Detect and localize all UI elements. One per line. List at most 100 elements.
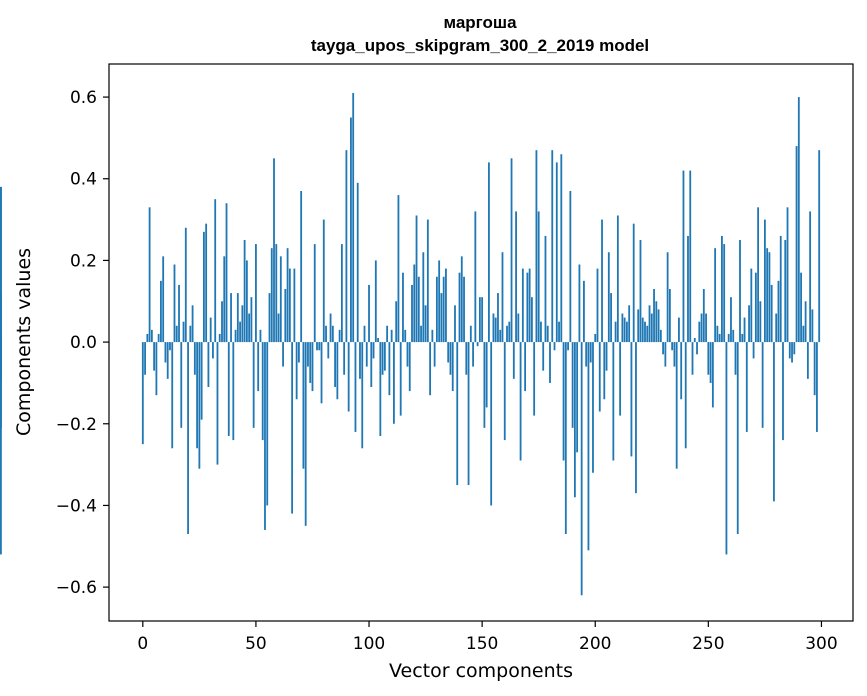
- bar: [227, 342, 230, 437]
- bar: [748, 305, 750, 343]
- y-tick-label: 0.0: [70, 333, 97, 353]
- y-tick-label: −0.4: [56, 496, 97, 516]
- bar: [494, 317, 497, 343]
- bar: [578, 264, 581, 343]
- bar: [816, 342, 818, 432]
- bar: [813, 342, 816, 396]
- bar: [768, 252, 771, 343]
- bar: [230, 293, 232, 343]
- bar: [485, 342, 488, 408]
- bar: [795, 146, 798, 343]
- bar: [797, 97, 800, 343]
- bar: [732, 329, 735, 343]
- bar: [603, 342, 606, 400]
- bar: [318, 342, 321, 351]
- chart-title-line1: маргоша: [443, 13, 517, 32]
- bar: [313, 244, 316, 343]
- bar: [619, 342, 622, 416]
- bar: [793, 342, 796, 355]
- bar: [350, 117, 352, 343]
- bar: [236, 293, 239, 343]
- bar: [630, 342, 633, 457]
- bar: [182, 321, 185, 343]
- bar: [415, 215, 418, 343]
- bar: [359, 342, 361, 379]
- bar: [216, 342, 219, 465]
- bar: [426, 219, 429, 343]
- bar: [191, 305, 194, 343]
- bar: [180, 342, 183, 428]
- bar: [754, 272, 757, 343]
- bar: [257, 342, 260, 392]
- bar: [150, 329, 153, 343]
- bar: [187, 342, 189, 535]
- bar: [549, 342, 551, 383]
- bar: [626, 321, 628, 343]
- bar: [521, 268, 524, 343]
- bar: [175, 325, 178, 343]
- x-tick-label: 300: [805, 634, 837, 654]
- bar: [632, 223, 635, 343]
- bar: [162, 256, 165, 343]
- bar: [393, 342, 395, 424]
- plot-frame: [108, 63, 854, 622]
- bar: [680, 342, 683, 400]
- bar: [218, 333, 221, 343]
- bar: [537, 211, 540, 343]
- bar: [406, 342, 409, 367]
- bar: [607, 252, 610, 343]
- bar: [456, 342, 459, 486]
- bar: [449, 342, 452, 375]
- bar: [322, 219, 325, 343]
- bar: [648, 305, 651, 343]
- bar: [169, 342, 171, 351]
- y-tick-label: −0.6: [56, 578, 97, 598]
- bar: [429, 342, 432, 396]
- bar: [779, 235, 782, 343]
- bars-group: [0, 92, 821, 596]
- bar: [698, 321, 701, 343]
- bar: [687, 235, 689, 343]
- bar: [659, 329, 662, 343]
- bar: [345, 150, 348, 343]
- bar: [184, 227, 187, 343]
- bar: [492, 313, 495, 343]
- bar: [447, 342, 450, 363]
- bar: [200, 342, 203, 420]
- bar: [445, 268, 447, 343]
- bar: [277, 313, 280, 343]
- bar: [451, 342, 454, 392]
- bar: [469, 325, 472, 343]
- bar: [705, 313, 707, 343]
- bar: [610, 293, 612, 343]
- bar: [777, 280, 780, 343]
- bar: [261, 342, 264, 441]
- bar: [745, 342, 748, 432]
- bar: [540, 321, 542, 343]
- bar: [334, 342, 336, 388]
- bar: [309, 342, 312, 383]
- bar: [612, 342, 615, 461]
- bar: [241, 305, 244, 343]
- bar: [702, 289, 705, 343]
- bar: [533, 342, 536, 416]
- bar: [268, 293, 271, 343]
- y-tick-label: −0.2: [56, 415, 97, 435]
- bar: [207, 342, 210, 388]
- bar: [386, 325, 389, 343]
- bar: [811, 309, 814, 343]
- bar: [467, 342, 470, 486]
- bar: [255, 244, 257, 343]
- bar: [250, 297, 253, 343]
- bar: [628, 305, 631, 343]
- bar: [673, 342, 676, 367]
- bar: [725, 342, 728, 555]
- bar: [696, 342, 698, 355]
- bar: [460, 256, 463, 343]
- bar: [472, 342, 474, 367]
- bar: [433, 342, 436, 367]
- bar: [365, 342, 368, 367]
- bar: [682, 170, 685, 343]
- bar: [546, 325, 549, 343]
